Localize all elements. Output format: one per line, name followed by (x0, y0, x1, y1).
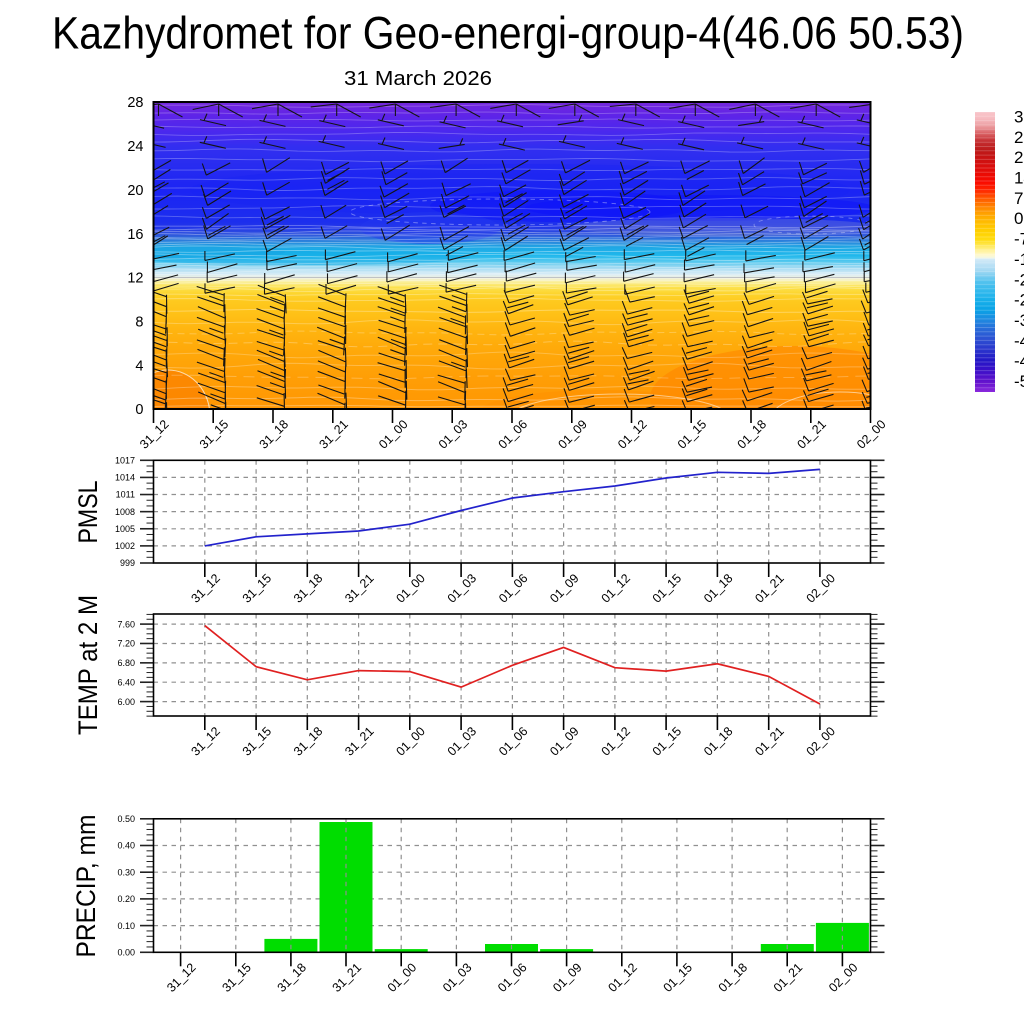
svg-text:16: 16 (127, 227, 143, 243)
svg-text:02_00: 02_00 (804, 724, 839, 759)
svg-text:31_15: 31_15 (240, 571, 275, 606)
svg-text:01_06: 01_06 (496, 417, 531, 452)
svg-text:02_00: 02_00 (804, 571, 839, 606)
svg-text:01_09: 01_09 (547, 724, 582, 759)
svg-text:01_00: 01_00 (393, 724, 428, 759)
svg-text:31_18: 31_18 (291, 571, 326, 606)
svg-text:0: 0 (135, 402, 143, 418)
svg-text:01_00: 01_00 (385, 960, 420, 995)
svg-text:31_21: 31_21 (342, 724, 377, 759)
svg-text:01_15: 01_15 (650, 724, 685, 759)
svg-text:01_18: 01_18 (735, 417, 770, 452)
svg-text:31_12: 31_12 (164, 960, 199, 995)
svg-text:14: 14 (1014, 169, 1024, 188)
svg-text:7.20: 7.20 (117, 639, 135, 649)
svg-text:31_12: 31_12 (137, 417, 172, 452)
svg-text:01_03: 01_03 (436, 417, 471, 452)
svg-text:31_12: 31_12 (188, 571, 223, 606)
svg-text:12: 12 (127, 271, 143, 287)
svg-text:6.00: 6.00 (117, 697, 135, 707)
svg-text:20: 20 (127, 183, 143, 199)
svg-text:1014: 1014 (115, 473, 135, 483)
svg-text:01_18: 01_18 (701, 724, 736, 759)
svg-text:31_15: 31_15 (240, 724, 275, 759)
svg-text:01_21: 01_21 (752, 571, 787, 606)
svg-text:01_06: 01_06 (496, 571, 531, 606)
svg-text:01_15: 01_15 (650, 571, 685, 606)
svg-text:31_18: 31_18 (257, 417, 292, 452)
svg-text:01_18: 01_18 (701, 571, 736, 606)
svg-text:31_15: 31_15 (219, 960, 254, 995)
svg-text:6.40: 6.40 (117, 677, 135, 687)
svg-text:-14: -14 (1014, 250, 1024, 269)
svg-text:01_03: 01_03 (445, 724, 480, 759)
svg-text:24: 24 (127, 139, 143, 155)
svg-text:-35: -35 (1014, 311, 1024, 330)
svg-text:01_15: 01_15 (661, 960, 696, 995)
svg-text:01_03: 01_03 (445, 571, 480, 606)
svg-text:01_18: 01_18 (716, 960, 751, 995)
svg-text:01_21: 01_21 (771, 960, 806, 995)
svg-text:0.50: 0.50 (117, 814, 135, 824)
svg-text:PMSL: PMSL (73, 481, 103, 544)
svg-text:PRECIP, mm: PRECIP, mm (71, 815, 101, 958)
svg-text:-42: -42 (1014, 331, 1024, 350)
svg-text:28: 28 (127, 95, 143, 111)
svg-text:1008: 1008 (115, 507, 135, 517)
svg-text:1017: 1017 (115, 456, 135, 466)
svg-text:01_21: 01_21 (752, 724, 787, 759)
svg-text:-49: -49 (1014, 352, 1024, 371)
svg-text:999: 999 (120, 558, 135, 568)
svg-text:01_06: 01_06 (495, 960, 530, 995)
svg-text:02_00: 02_00 (826, 960, 861, 995)
svg-text:0.00: 0.00 (117, 948, 135, 958)
svg-text:-28: -28 (1014, 291, 1024, 310)
svg-text:01_03: 01_03 (440, 960, 475, 995)
svg-text:0.40: 0.40 (117, 841, 135, 851)
svg-text:01_12: 01_12 (599, 571, 634, 606)
svg-text:21: 21 (1014, 148, 1024, 167)
svg-text:28: 28 (1014, 128, 1024, 147)
svg-text:01_09: 01_09 (550, 960, 585, 995)
svg-text:1002: 1002 (115, 541, 135, 551)
svg-text:02_00: 02_00 (854, 417, 889, 452)
svg-text:8: 8 (135, 315, 143, 331)
svg-text:31_18: 31_18 (291, 724, 326, 759)
svg-text:01_06: 01_06 (496, 724, 531, 759)
svg-text:01_09: 01_09 (547, 571, 582, 606)
svg-text:0.20: 0.20 (117, 894, 135, 904)
svg-text:TEMP at 2 M: TEMP at 2 M (73, 595, 103, 735)
svg-text:31 March 2026: 31 March 2026 (344, 68, 492, 90)
svg-text:1011: 1011 (116, 490, 135, 500)
svg-text:01_00: 01_00 (393, 571, 428, 606)
svg-text:-56: -56 (1014, 372, 1024, 391)
svg-text:01_12: 01_12 (605, 960, 640, 995)
svg-text:01_15: 01_15 (675, 417, 710, 452)
svg-text:31_12: 31_12 (188, 724, 223, 759)
svg-text:-21: -21 (1014, 270, 1024, 289)
svg-text:1005: 1005 (115, 524, 135, 534)
svg-text:0.10: 0.10 (117, 921, 135, 931)
svg-text:7: 7 (1014, 189, 1023, 208)
svg-text:01_09: 01_09 (555, 417, 590, 452)
svg-text:31_21: 31_21 (342, 571, 377, 606)
svg-text:0: 0 (1014, 209, 1023, 228)
svg-text:0.30: 0.30 (117, 867, 135, 877)
svg-text:7.60: 7.60 (117, 619, 135, 629)
svg-text:35: 35 (1014, 108, 1024, 127)
svg-text:4: 4 (135, 358, 143, 374)
svg-text:Kazhydromet for Geo-energi-gro: Kazhydromet for Geo-energi-group-4(46.06… (52, 8, 964, 59)
svg-text:31_15: 31_15 (197, 417, 232, 452)
svg-text:01_12: 01_12 (615, 417, 650, 452)
svg-text:01_21: 01_21 (794, 417, 829, 452)
svg-text:01_00: 01_00 (376, 417, 411, 452)
svg-text:31_21: 31_21 (330, 960, 365, 995)
svg-text:-7: -7 (1014, 230, 1024, 249)
svg-text:6.80: 6.80 (117, 658, 135, 668)
svg-text:31_21: 31_21 (316, 417, 351, 452)
svg-text:31_18: 31_18 (275, 960, 310, 995)
svg-text:01_12: 01_12 (599, 724, 634, 759)
